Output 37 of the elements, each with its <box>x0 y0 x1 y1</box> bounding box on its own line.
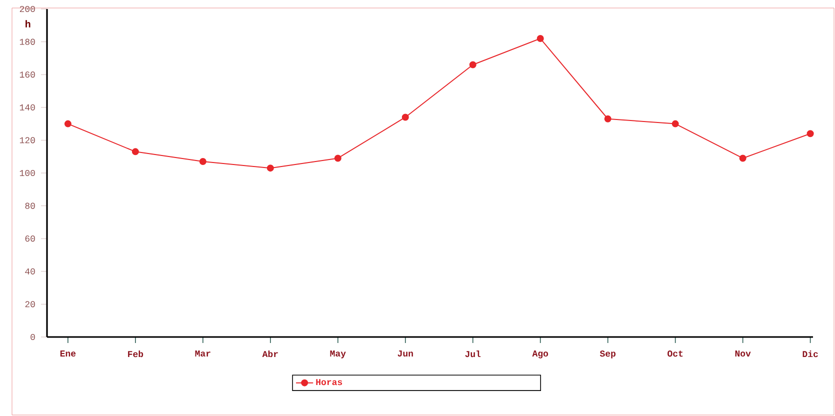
x-tick-label: Jul <box>465 350 481 358</box>
y-tick-label: 180 <box>20 38 35 45</box>
x-tick-label: Ene <box>60 350 76 357</box>
y-tick-label: 120 <box>20 137 35 144</box>
y-tick-label: 200 <box>20 6 35 12</box>
y-tick-label: 60 <box>25 236 35 242</box>
point <box>266 164 274 172</box>
point <box>536 35 544 42</box>
x-tick-label: Ago <box>532 350 548 358</box>
x-tick-label: Jun <box>398 350 413 357</box>
point <box>132 148 139 156</box>
legend-label: Horas <box>316 379 342 386</box>
y-tick-label: 100 <box>20 170 35 176</box>
y-tick-label: 20 <box>25 301 35 308</box>
point <box>739 154 746 162</box>
y-tick-label: 140 <box>20 104 35 110</box>
y-tick-label: 40 <box>25 268 35 274</box>
point <box>469 61 476 68</box>
x-tick-label: May <box>330 350 346 358</box>
point <box>806 130 814 138</box>
point <box>672 120 679 128</box>
point <box>334 154 342 162</box>
y-tick-label: 80 <box>25 202 35 209</box>
x-tick-label: Sep <box>600 350 616 358</box>
y-tick-label: 0 <box>30 334 35 340</box>
x-tick-label: Mar <box>195 350 210 357</box>
y-axis-title: h <box>26 20 30 28</box>
point <box>199 158 206 166</box>
point <box>64 120 72 128</box>
point <box>604 115 612 122</box>
point <box>402 114 409 121</box>
x-tick-label: Feb <box>128 350 144 358</box>
y-tick-label: 160 <box>20 72 35 78</box>
x-tick-label: Oct <box>668 350 683 357</box>
x-tick-label: Nov <box>735 350 751 357</box>
x-tick-label: Abr <box>262 350 278 358</box>
x-tick-label: Dic <box>802 350 818 358</box>
